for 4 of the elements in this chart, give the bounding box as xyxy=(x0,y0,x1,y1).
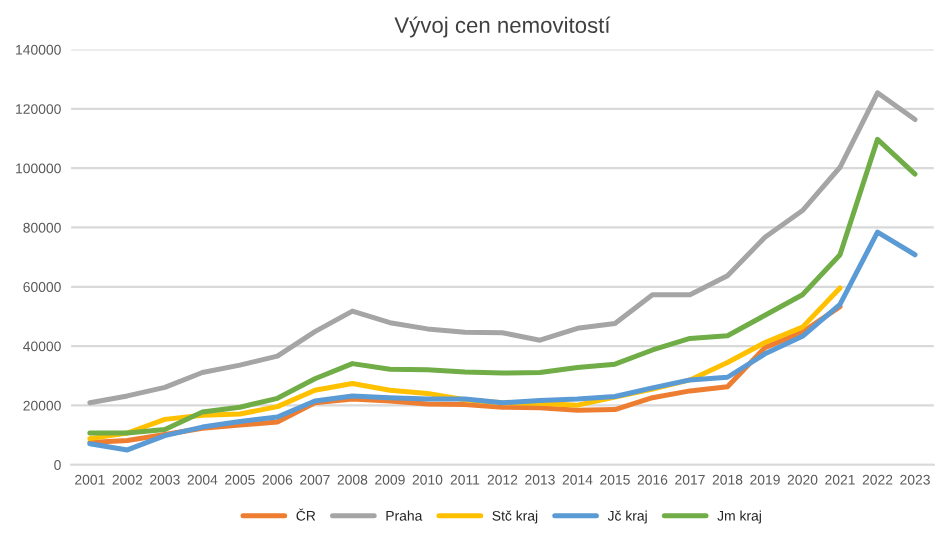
line-series xyxy=(87,136,918,436)
chart-title: Vývoj cen nemovitostí xyxy=(394,16,611,38)
line-series xyxy=(87,229,918,453)
line-series xyxy=(87,90,918,406)
